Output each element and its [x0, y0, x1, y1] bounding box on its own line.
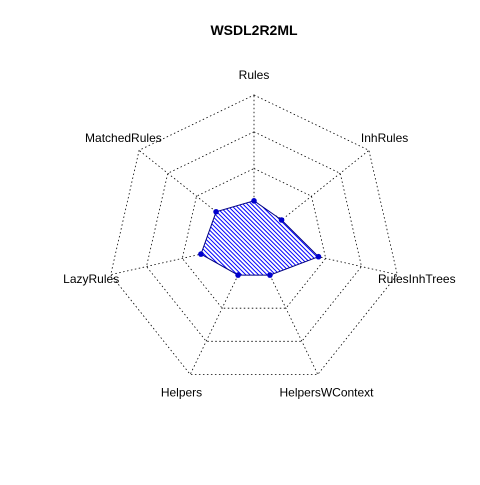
axis-label: HelpersWContext [279, 386, 374, 400]
chart-title: WSDL2R2ML [210, 22, 298, 38]
axis-spoke [189, 274, 239, 375]
data-layer [198, 198, 322, 278]
axis-label-layer: Rules InhRules RulesInhTrees HelpersWContex… [63, 68, 455, 400]
data-point [251, 198, 257, 204]
data-point [278, 217, 285, 223]
data-area [200, 200, 320, 276]
axis-spoke [269, 274, 319, 375]
axis-label: Rules [239, 68, 270, 82]
data-point [213, 208, 219, 215]
data-point [235, 272, 241, 278]
axis-spoke [282, 150, 370, 220]
axis-label: LazyRules [63, 272, 119, 286]
axis-label: InhRules [361, 131, 408, 145]
axis-label: Helpers [161, 386, 202, 400]
axis-label: MatchedRules [85, 131, 162, 145]
axis-label: RulesInhTrees [378, 272, 456, 286]
grid-ring [110, 94, 398, 375]
axis-spoke [138, 150, 226, 220]
data-point [267, 272, 273, 278]
data-point [198, 251, 204, 257]
grid-ring [181, 168, 327, 309]
data-point [315, 253, 322, 260]
